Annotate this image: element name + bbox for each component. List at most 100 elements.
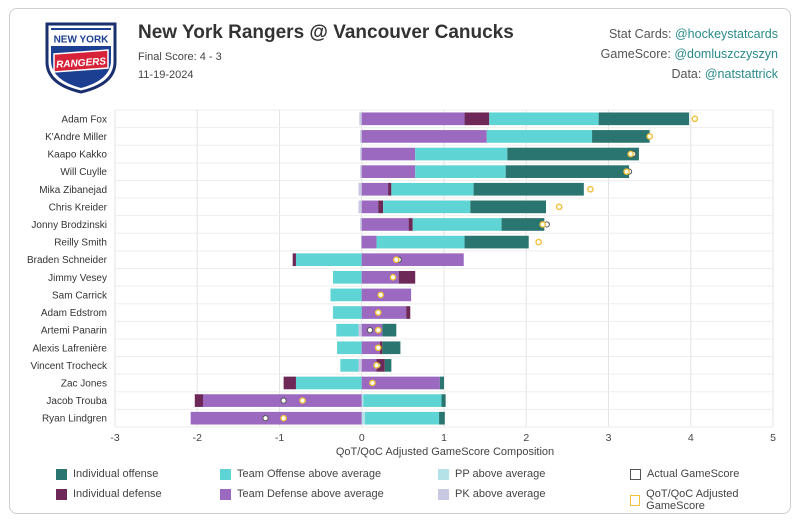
player-name-label: Adam Edstrom	[41, 308, 107, 319]
player-name-label: Zac Jones	[61, 378, 107, 389]
bar-segment-pk	[358, 182, 362, 196]
bar-segment-pk	[359, 112, 362, 126]
bar-segment-team-defense	[361, 270, 399, 284]
adjusted-gamescore-marker	[389, 274, 397, 281]
x-tick-label: 3	[606, 432, 612, 444]
player-name-label: Kaapo Kakko	[48, 150, 108, 161]
legend: Individual offense Team Offense above av…	[56, 468, 786, 512]
x-tick-label: 0	[359, 432, 365, 444]
player-name-label: K'Andre Miller	[45, 132, 108, 143]
bar-segment-individual-defense	[388, 182, 392, 196]
bar-segment-team-defense	[361, 359, 377, 372]
game-date: 11-19-2024	[138, 69, 194, 81]
actual-gamescore-marker	[366, 327, 374, 334]
bar-segment-individual-defense	[398, 270, 416, 284]
bar-segment-individual-offense	[464, 235, 529, 249]
bar-segment-individual-offense	[592, 130, 650, 143]
legend-swatch	[630, 468, 641, 480]
bar-segment-pp	[361, 394, 364, 407]
adjusted-gamescore-marker	[627, 150, 635, 158]
adjusted-gamescore-marker	[374, 309, 382, 316]
svg-text:RANGERS: RANGERS	[56, 56, 107, 70]
adjusted-gamescore-marker	[369, 379, 376, 387]
svg-text:NEW YORK: NEW YORK	[54, 35, 110, 46]
bar-segment-individual-defense	[283, 376, 296, 390]
adjusted-gamescore-marker	[280, 414, 287, 422]
actual-gamescore-marker	[262, 415, 269, 422]
x-tick-label: -3	[110, 432, 119, 444]
legend-swatch	[56, 488, 67, 500]
bar-segment-team-offense	[332, 270, 362, 284]
team-logo: NEW YORK RANGERS	[45, 22, 117, 94]
bar-segment-team-offense	[415, 147, 508, 161]
bar-segment-team-offense	[330, 288, 362, 302]
bar-segment-individual-offense	[439, 411, 445, 425]
credit-line: GameScore: @domluszczyszyn	[600, 47, 778, 61]
bar-segment-team-defense	[361, 182, 389, 196]
adjusted-gamescore-marker	[691, 115, 699, 123]
player-name-label: Chris Kreider	[49, 202, 108, 213]
bar-segment-individual-offense	[470, 200, 546, 214]
bar-segment-pk	[358, 200, 362, 214]
player-name-label: Reilly Smith	[54, 238, 107, 249]
bar-segment-team-offense	[486, 130, 593, 143]
bar-segment-team-defense	[190, 411, 362, 425]
bar-segment-team-defense	[361, 112, 465, 126]
bar-segment-team-offense	[489, 112, 599, 126]
x-tick-label: 5	[770, 432, 776, 444]
legend-item: Individual defense	[56, 488, 162, 500]
bar-segment-individual-offense	[384, 359, 392, 372]
chart-title: New York Rangers @ Vancouver Canucks	[138, 22, 514, 43]
bar-segment-team-offense	[365, 411, 440, 425]
legend-item: Team Offense above average	[220, 468, 381, 480]
bar-segment-team-offense	[363, 394, 442, 407]
player-name-label: Vincent Trocheck	[30, 361, 108, 372]
bar-segment-team-offense	[295, 253, 362, 267]
player-name-label: Jacob Trouba	[46, 396, 107, 407]
legend-item: QoT/QoC Adjusted GameScore	[630, 488, 786, 512]
bar-segment-team-offense	[337, 341, 362, 355]
credit-line: Data: @natstattrick	[671, 67, 778, 81]
bar-segment-individual-defense	[406, 306, 411, 319]
player-name-label: Alexis Lafrenière	[33, 343, 108, 354]
adjusted-gamescore-marker	[539, 221, 547, 228]
player-name-label: Ryan Lindgren	[42, 414, 107, 425]
bar-segment-team-defense	[361, 376, 440, 390]
bar-segment-individual-offense	[598, 112, 690, 126]
bar-segment-pk	[360, 235, 362, 249]
legend-swatch	[220, 468, 231, 480]
bar-segment-team-offense	[340, 359, 359, 372]
bar-segment-pp	[361, 411, 366, 425]
bar-segment-team-defense	[361, 288, 412, 302]
bar-segment-team-defense	[361, 235, 377, 249]
player-name-label: Adam Fox	[61, 114, 107, 125]
legend-item: PP above average	[438, 468, 545, 480]
adjusted-gamescore-marker	[377, 291, 384, 299]
bar-segment-team-defense	[361, 147, 416, 161]
bar-segment-team-defense	[361, 306, 407, 319]
x-tick-label: -2	[193, 432, 202, 444]
adjusted-gamescore-marker	[646, 133, 653, 140]
bar-segment-team-offense	[391, 182, 474, 196]
x-tick-label: -1	[275, 432, 284, 444]
bar-segment-individual-offense	[382, 323, 397, 337]
bar-segment-individual-defense	[378, 200, 384, 214]
bar-segment-pk	[360, 147, 362, 161]
bar-segment-team-defense	[361, 218, 409, 231]
bar-segment-pk	[358, 359, 362, 372]
bar-segment-pk	[360, 165, 362, 178]
bar-segment-team-defense	[361, 341, 380, 355]
bar-segment-individual-offense	[439, 376, 444, 390]
adjusted-gamescore-marker	[299, 397, 306, 404]
bar-segment-pk	[360, 218, 362, 231]
player-name-label: Braden Schneider	[27, 255, 108, 266]
player-name-label: Artemi Panarin	[41, 326, 107, 337]
bar-segment-individual-defense	[408, 218, 413, 231]
credits: Stat Cards: @hockeystatcards GameScore: …	[601, 24, 778, 84]
credit-line: Stat Cards: @hockeystatcards	[608, 27, 778, 41]
adjusted-gamescore-marker	[374, 344, 382, 352]
bar-segment-individual-offense	[505, 165, 630, 178]
bar-segment-team-offense	[332, 306, 362, 319]
bar-segment-team-defense	[361, 165, 416, 178]
bar-segment-team-offense	[415, 165, 506, 178]
